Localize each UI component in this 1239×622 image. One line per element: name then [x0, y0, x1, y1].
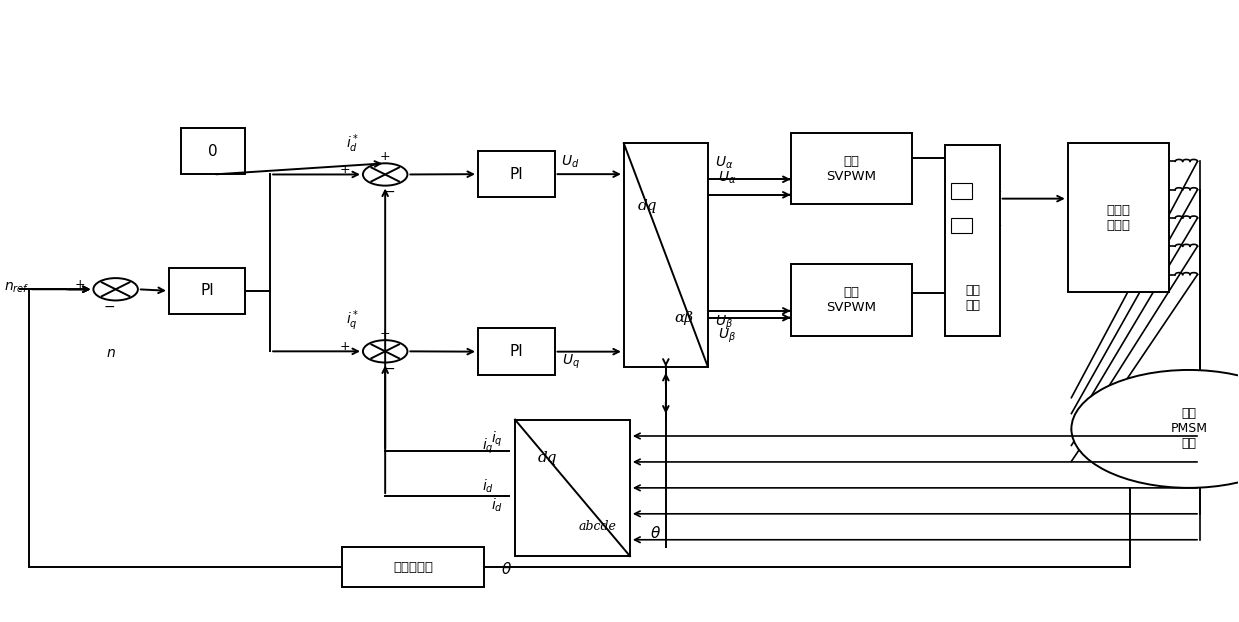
Bar: [342, 547, 484, 587]
Text: +: +: [339, 340, 351, 353]
Circle shape: [363, 164, 408, 185]
Bar: [950, 183, 973, 198]
Bar: [945, 146, 1000, 336]
Text: $i_d^*$: $i_d^*$: [347, 132, 359, 155]
Bar: [623, 144, 707, 367]
Text: −: −: [384, 185, 395, 199]
Text: $U_q$: $U_q$: [561, 353, 580, 371]
Text: +: +: [380, 327, 390, 340]
Text: $U_{\alpha}$: $U_{\alpha}$: [715, 155, 733, 172]
Text: $i_d$: $i_d$: [482, 477, 494, 494]
Text: $\theta$: $\theta$: [501, 560, 512, 577]
Bar: [790, 133, 912, 204]
Text: $i_q$: $i_q$: [482, 437, 493, 456]
Text: PI: PI: [201, 284, 214, 299]
Bar: [515, 420, 629, 556]
Bar: [478, 151, 555, 197]
Text: αβ: αβ: [675, 311, 694, 325]
Text: +: +: [380, 150, 390, 163]
Text: 容错
SVPWM: 容错 SVPWM: [826, 286, 876, 314]
Text: $U_{\beta}$: $U_{\beta}$: [717, 327, 736, 345]
Bar: [169, 267, 245, 314]
Text: +: +: [339, 164, 351, 177]
Circle shape: [93, 278, 138, 300]
Text: $U_{\alpha}$: $U_{\alpha}$: [717, 169, 736, 185]
Text: −: −: [103, 300, 115, 314]
Text: −: −: [384, 362, 395, 376]
Text: 电压源
逆变器: 电压源 逆变器: [1106, 204, 1130, 232]
Text: $n$: $n$: [105, 346, 115, 360]
Text: $n_{ref}$: $n_{ref}$: [4, 281, 30, 295]
Text: PI: PI: [509, 167, 523, 182]
Text: $i_q^*$: $i_q^*$: [347, 308, 359, 333]
Text: 五相
PMSM
电机: 五相 PMSM 电机: [1171, 407, 1207, 450]
Text: 位置传感器: 位置传感器: [393, 560, 432, 573]
Bar: [790, 264, 912, 336]
Bar: [478, 328, 555, 375]
Text: PI: PI: [509, 344, 523, 359]
Bar: [181, 128, 245, 174]
Text: +: +: [74, 278, 85, 291]
Text: $\theta$: $\theta$: [650, 524, 662, 541]
Circle shape: [363, 340, 408, 363]
Text: abcde: abcde: [579, 519, 617, 532]
Circle shape: [1072, 370, 1239, 488]
Text: $U_{\beta}$: $U_{\beta}$: [715, 313, 733, 332]
Text: 0: 0: [208, 144, 218, 159]
Text: $U_d$: $U_d$: [561, 154, 580, 170]
Text: dq: dq: [638, 199, 657, 213]
Text: 多路
开关: 多路 开关: [965, 284, 980, 312]
Text: $i_q$: $i_q$: [491, 430, 503, 450]
Text: $i_d$: $i_d$: [491, 497, 503, 514]
Bar: [950, 218, 973, 233]
Text: dq: dq: [538, 451, 558, 465]
Text: 正常
SVPWM: 正常 SVPWM: [826, 155, 876, 183]
Bar: [1068, 144, 1170, 292]
